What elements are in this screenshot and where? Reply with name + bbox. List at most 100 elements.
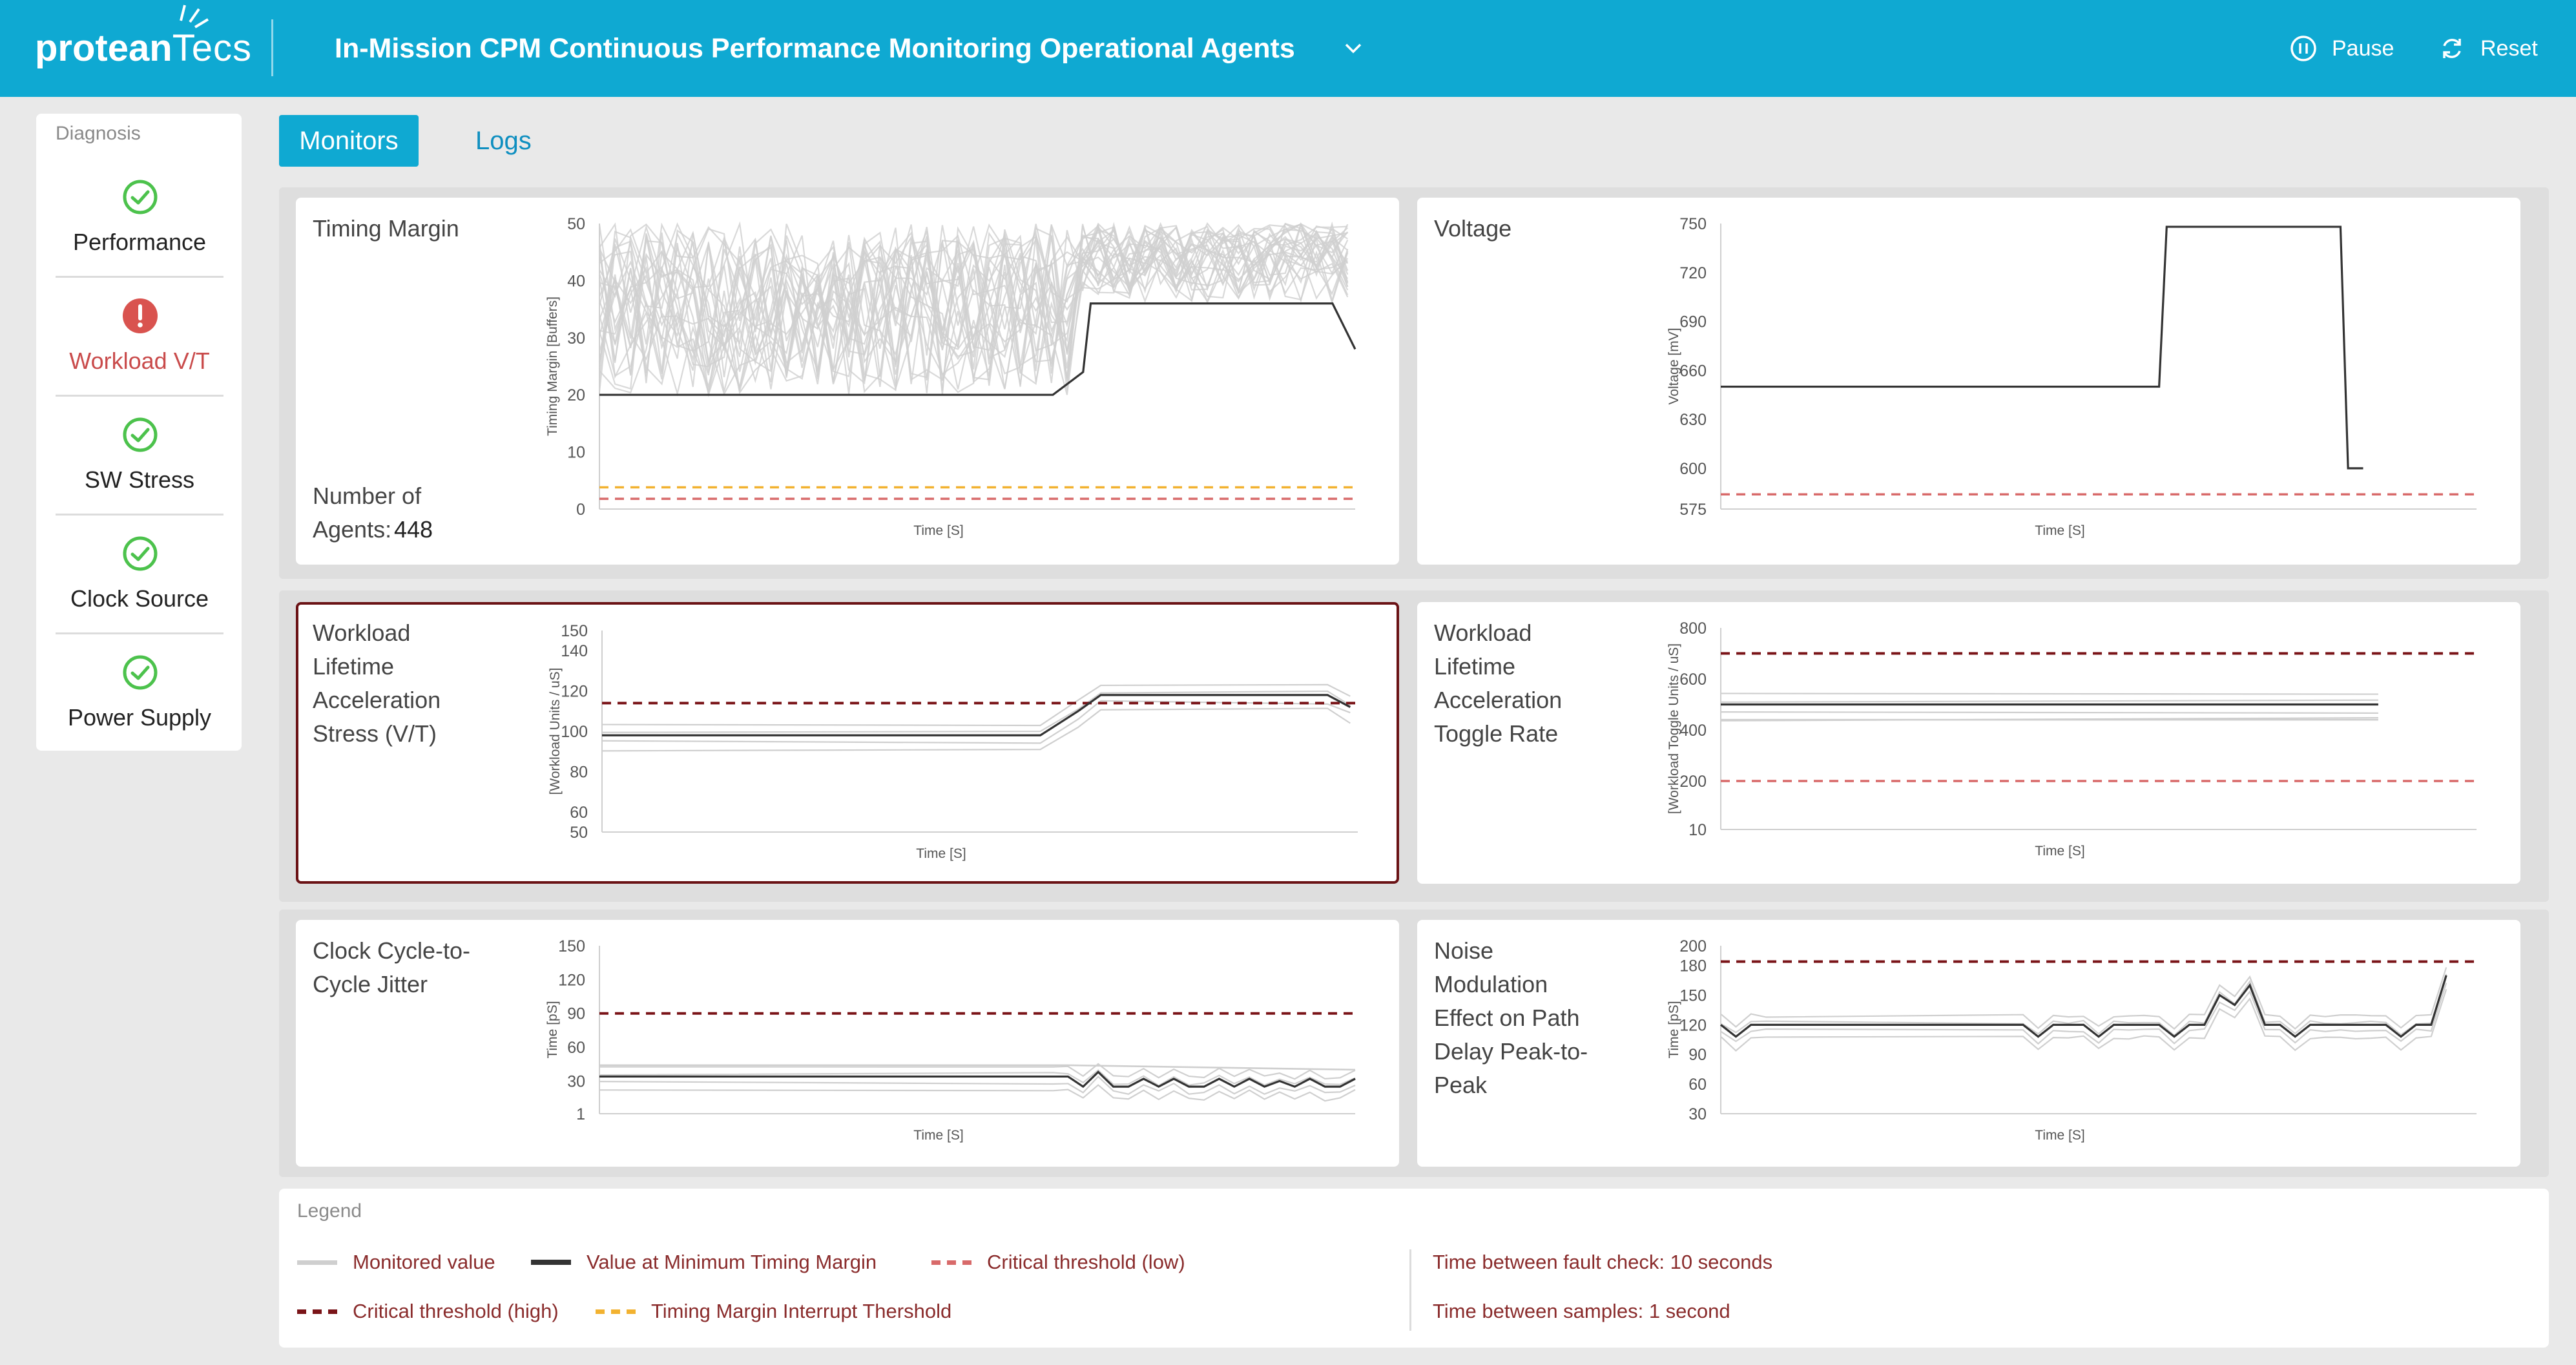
y-tick-label: 60 [570,804,588,822]
y-tick-label: 10 [567,444,585,462]
pause-button[interactable]: Pause [2289,27,2394,70]
monitored-series-line [599,1075,1356,1095]
y-tick-label: 50 [570,824,588,842]
workload-stress-panel[interactable]: Workload Lifetime Acceleration Stress (V… [296,602,1399,884]
monitored-series-line [598,221,1349,392]
check-circle-icon [123,655,158,690]
fault-check-interval: Time between fault check: 10 seconds [1433,1251,1773,1273]
legend-item-interrupt: Timing Margin Interrupt Thershold [596,1300,951,1323]
y-tick-label: 800 [1679,620,1707,638]
y-tick-label: 30 [567,329,585,348]
monitored-series-line [598,224,1349,390]
legend-item-minimum: Value at Minimum Timing Margin [531,1251,877,1274]
y-tick-label: 80 [570,763,588,781]
y-tick-label: 630 [1679,411,1707,429]
jitter-panel[interactable]: Clock Cycle-to-Cycle Jitter 1 30 60 90 120 15… [296,920,1399,1167]
y-tick-label: 50 [567,215,585,233]
y-axis-label: [Workload Toggle Units / uS] [1667,643,1681,814]
y-tick-label: 1 [576,1105,585,1123]
sidebar-item-clock-source[interactable]: Clock Source [56,516,223,634]
y-tick-label: 40 [567,272,585,290]
sidebar-item-power-supply[interactable]: Power Supply [56,634,223,753]
y-tick-label: 575 [1679,501,1707,519]
y-tick-label: 90 [1688,1046,1707,1064]
sidebar-item-performance[interactable]: Performance [56,159,223,278]
legend-label: Critical threshold (low) [987,1251,1185,1273]
minimum-series-line [599,1070,1356,1089]
check-circle-icon [123,536,158,571]
x-axis-label: Time [S] [2035,1128,2084,1143]
toggle-rate-panel[interactable]: Workload Lifetime Acceleration Toggle Ra… [1417,602,2520,884]
y-tick-label: 200 [1679,937,1707,955]
monitored-series-line [598,225,1348,392]
monitored-series-line [601,683,1351,727]
sidebar-item-sw-stress[interactable]: SW Stress [56,397,223,516]
legend-swatch [931,1260,971,1265]
pause-label: Pause [2332,36,2394,61]
x-axis-label: Time [S] [913,523,963,538]
reset-button[interactable]: Reset [2438,27,2538,70]
y-tick-label: 150 [561,622,588,640]
legend-label: Timing Margin Interrupt Thershold [651,1300,952,1322]
sidebar-item-label: Power Supply [67,704,212,731]
monitored-series-line [598,224,1349,394]
tab-monitors[interactable]: Monitors [279,115,419,167]
y-tick-label: 0 [576,501,585,519]
monitored-series-line [598,223,1349,377]
y-tick-label: 750 [1679,215,1707,233]
sidebar-item-workload-v-t[interactable]: Workload V/T [56,278,223,397]
y-tick-label: 120 [561,683,588,701]
exclamation-circle-icon [123,298,158,333]
x-axis-label: Time [S] [2035,523,2084,538]
panel-title: Noise Modulation Effect on Path Delay Pe… [1434,937,1588,1098]
y-tick-label: 720 [1679,264,1707,282]
monitored-series-line [1720,711,2378,714]
tab-logs[interactable]: Logs [475,127,532,155]
sidebar-item-label: Clock Source [70,585,209,612]
y-tick-label: 60 [567,1039,585,1057]
sidebar-heading: Diagnosis [56,123,141,144]
page-title: In-Mission CPM Continuous Performance Mo… [335,33,1295,64]
legend-item-critical-low: Critical threshold (low) [931,1251,1185,1274]
noise-panel[interactable]: Noise Modulation Effect on Path Delay Pe… [1417,920,2520,1167]
y-tick-label: 200 [1679,773,1707,791]
panel-title: Timing Margin [313,215,459,242]
sidebar-item-label: Performance [72,229,207,255]
chart-jitter: 1 30 60 90 120 150 Time [pS] Time [S] [545,937,1356,1143]
minimum-series-line [599,302,1356,396]
monitored-series-line [599,1084,1356,1102]
y-axis-label: [Workload Units / uS] [548,668,563,795]
legend-label: Critical threshold (high) [353,1300,559,1322]
legend-divider [1409,1249,1411,1331]
legend-panel: Legend Monitored value Value at Minimum T… [279,1189,2549,1348]
y-tick-label: 20 [567,386,585,404]
y-tick-label: 120 [1679,1016,1707,1034]
y-tick-label: 400 [1679,722,1707,740]
legend-swatch [596,1309,636,1314]
minimum-series-line [602,694,1351,736]
monitored-series-line [599,1063,1356,1080]
pause-icon [2290,36,2316,61]
y-tick-label: 140 [561,642,588,660]
agents-count-value: 448 [394,516,433,543]
voltage-panel[interactable]: Voltage 575 600 630 660 690 720 750 Voltage [mV… [1417,198,2520,565]
brand-logo[interactable]: proteanTecs [35,19,252,78]
legend-swatch [297,1309,337,1314]
chevron-down-icon[interactable] [1342,37,1364,59]
monitored-series-line [1720,693,2378,695]
timing-margin-panel[interactable]: Timing Margin Number of Agents: 448 0 10 20… [296,198,1399,565]
minimum-series-line [1721,225,2363,470]
minimum-series-line [1720,975,2447,1038]
y-tick-label: 100 [561,723,588,741]
check-circle-icon [123,417,158,452]
chart-toggle_rate: 10 200 400 600 800 [Workload Toggle Units / u… [1667,620,2477,859]
y-axis-label: Voltage [mV] [1667,328,1681,404]
monitored-series-line [601,690,1351,733]
header-divider [271,19,273,76]
monitored-series-line [1720,699,2378,703]
sidebar-item-label: SW Stress [84,466,194,493]
monitored-series-line [1720,983,2447,1045]
reset-label: Reset [2480,36,2538,61]
diagnosis-sidebar: Diagnosis Performance Workload V/T SW Stre… [36,114,242,751]
logo-text-protean: protean [35,27,172,69]
